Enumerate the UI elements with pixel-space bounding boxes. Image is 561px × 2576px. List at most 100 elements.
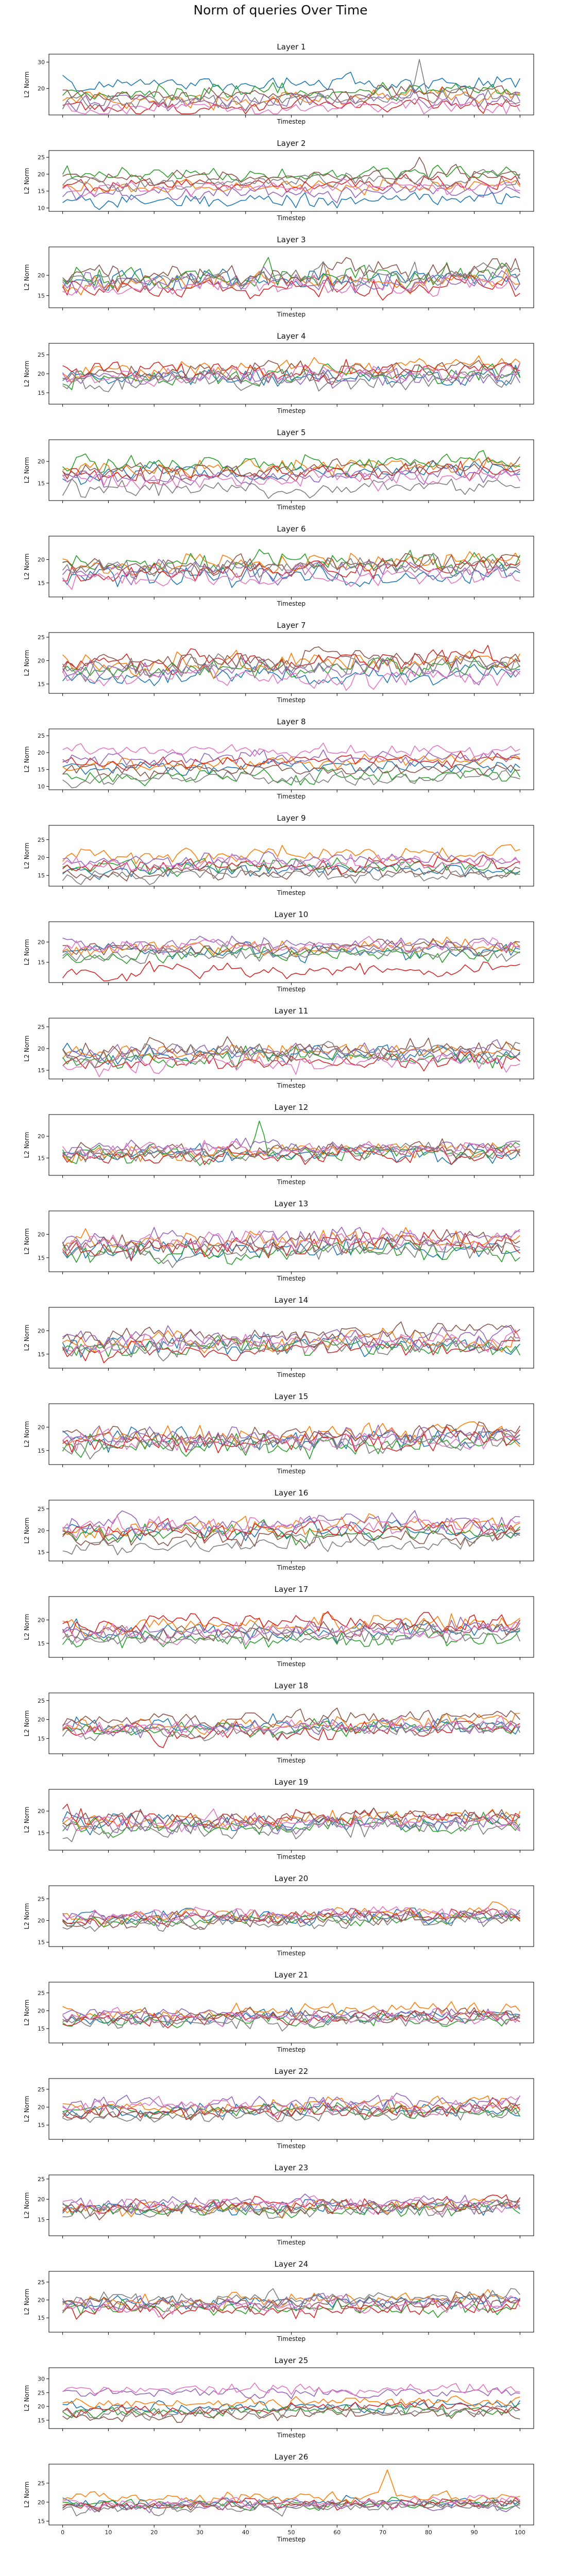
x-axis-label: Timestep <box>277 1950 305 1957</box>
series-line-8 <box>62 944 520 964</box>
y-tick-label: 15 <box>38 2122 45 2129</box>
y-tick-label: 20 <box>38 371 45 377</box>
x-axis-label: Timestep <box>277 1178 305 1186</box>
y-tick-label: 15 <box>38 1255 45 1261</box>
panel-title: Layer 7 <box>277 621 305 630</box>
panel-layer-22: Layer 22 15 20 25 Timestep L2 Norm <box>23 2067 534 2150</box>
panel-title: Layer 6 <box>277 524 305 534</box>
series-line-3 <box>62 1910 520 1927</box>
panel-title: Layer 9 <box>277 813 305 823</box>
y-tick-label: 10 <box>38 205 45 211</box>
series-line-5 <box>62 266 521 294</box>
panel-layer-25: Layer 25 15 20 25 30 Timestep L2 Norm <box>23 2356 534 2439</box>
y-tick-label: 20 <box>38 657 45 664</box>
x-axis-label: Timestep <box>277 2335 305 2342</box>
y-tick-label: 15 <box>38 1830 45 1836</box>
y-tick-label: 20 <box>38 1917 45 1924</box>
series-line-6 <box>62 2406 520 2423</box>
panel-title: Layer 3 <box>277 235 305 244</box>
series-line-6 <box>62 1321 520 1349</box>
series-line-4 <box>62 645 520 675</box>
y-tick-label: 20 <box>38 458 45 465</box>
y-axis-label: L2 Norm <box>23 1421 30 1448</box>
x-tick-label: 30 <box>196 2529 203 2536</box>
series-line-7 <box>62 1621 520 1646</box>
series-line-7 <box>62 96 521 114</box>
y-axis-label: L2 Norm <box>23 1518 30 1544</box>
panel-title: Layer 8 <box>277 717 305 726</box>
series-line-5 <box>62 89 521 112</box>
series-line-7 <box>62 2295 521 2318</box>
series-line-7 <box>62 2095 520 2117</box>
x-axis-label: Timestep <box>277 118 305 125</box>
x-axis-label: Timestep <box>277 2536 305 2543</box>
y-axis-label: L2 Norm <box>23 1614 30 1640</box>
panel-layer-10: Layer 10 15 20 Timestep L2 Norm <box>23 910 534 993</box>
series-line-1 <box>62 72 521 92</box>
y-tick-label: 30 <box>38 2375 45 2382</box>
series-line-4 <box>62 854 520 875</box>
series-line-5 <box>62 1424 520 1451</box>
x-axis-label: Timestep <box>277 2046 305 2053</box>
y-tick-label: 15 <box>38 2417 45 2424</box>
series-line-7 <box>62 178 520 197</box>
y-axis-label: L2 Norm <box>23 2385 30 2412</box>
x-tick-label: 60 <box>333 2529 341 2536</box>
x-axis-label: Timestep <box>277 793 305 800</box>
panel-layer-17: Layer 17 15 20 Timestep L2 Norm <box>23 1585 534 1668</box>
panel-title: Layer 16 <box>275 1488 309 1498</box>
y-tick-label: 25 <box>38 733 45 739</box>
series-line-8 <box>62 2198 521 2219</box>
x-axis-label: Timestep <box>277 1564 305 1571</box>
series-line-8 <box>62 653 521 682</box>
x-tick-label: 20 <box>150 2529 158 2536</box>
panel-title: Layer 2 <box>277 139 305 148</box>
series-line-3 <box>62 767 521 787</box>
series-line-7 <box>62 853 521 872</box>
series-line-1 <box>62 1426 520 1453</box>
panel-layer-4: Layer 4 15 20 25 Timestep L2 Norm <box>23 331 534 414</box>
series-line-5 <box>62 1617 521 1642</box>
series-line-6 <box>62 157 521 187</box>
series-line-4 <box>62 1518 520 1542</box>
series-line-8 <box>62 2104 520 2123</box>
series-line-2 <box>62 1327 521 1354</box>
panel-title: Layer 20 <box>275 1874 309 1883</box>
series-line-7 <box>62 2007 521 2027</box>
x-axis-label: Timestep <box>277 504 305 511</box>
y-axis-label: L2 Norm <box>23 168 30 194</box>
series-line-6 <box>62 646 521 673</box>
series-line-4 <box>62 1720 520 1748</box>
y-tick-label: 20 <box>38 939 45 945</box>
series-line-7 <box>62 2382 520 2397</box>
panel-layer-6: Layer 6 15 20 Timestep L2 Norm <box>23 524 534 607</box>
x-axis-label: Timestep <box>277 1757 305 1764</box>
y-tick-label: 15 <box>38 1067 45 1074</box>
panel-layer-3: Layer 3 15 20 Timestep L2 Norm <box>23 235 534 318</box>
series-line-7 <box>62 564 520 590</box>
y-axis-label: L2 Norm <box>23 2000 30 2026</box>
figure-title: Norm of queries Over Time <box>193 3 367 18</box>
panel-title: Layer 26 <box>275 2452 309 2462</box>
series-line-7 <box>62 1329 521 1354</box>
y-tick-label: 20 <box>38 1045 45 1052</box>
y-tick-label: 15 <box>38 1640 45 1647</box>
series-line-4 <box>62 2399 520 2418</box>
series-line-1 <box>62 192 520 210</box>
series-line-5 <box>62 2292 520 2312</box>
panel-layer-16: Layer 16 15 20 25 Timestep L2 Norm <box>23 1488 534 1571</box>
panel-layer-15: Layer 15 15 20 Timestep L2 Norm <box>23 1392 534 1475</box>
series-line-8 <box>62 478 520 499</box>
x-axis-label: Timestep <box>277 2432 305 2439</box>
y-tick-label: 20 <box>38 272 45 279</box>
x-tick-label: 0 <box>61 2529 64 2536</box>
x-axis-label: Timestep <box>277 1082 305 1089</box>
series-line-2 <box>62 1421 520 1449</box>
x-axis-label: Timestep <box>277 1468 305 1475</box>
series-line-8 <box>62 2499 520 2517</box>
y-axis-label: L2 Norm <box>23 1036 30 1062</box>
y-tick-label: 15 <box>38 872 45 879</box>
series-line-1 <box>62 1142 521 1165</box>
series-line-3 <box>62 944 520 964</box>
series-line-6 <box>62 1707 521 1729</box>
